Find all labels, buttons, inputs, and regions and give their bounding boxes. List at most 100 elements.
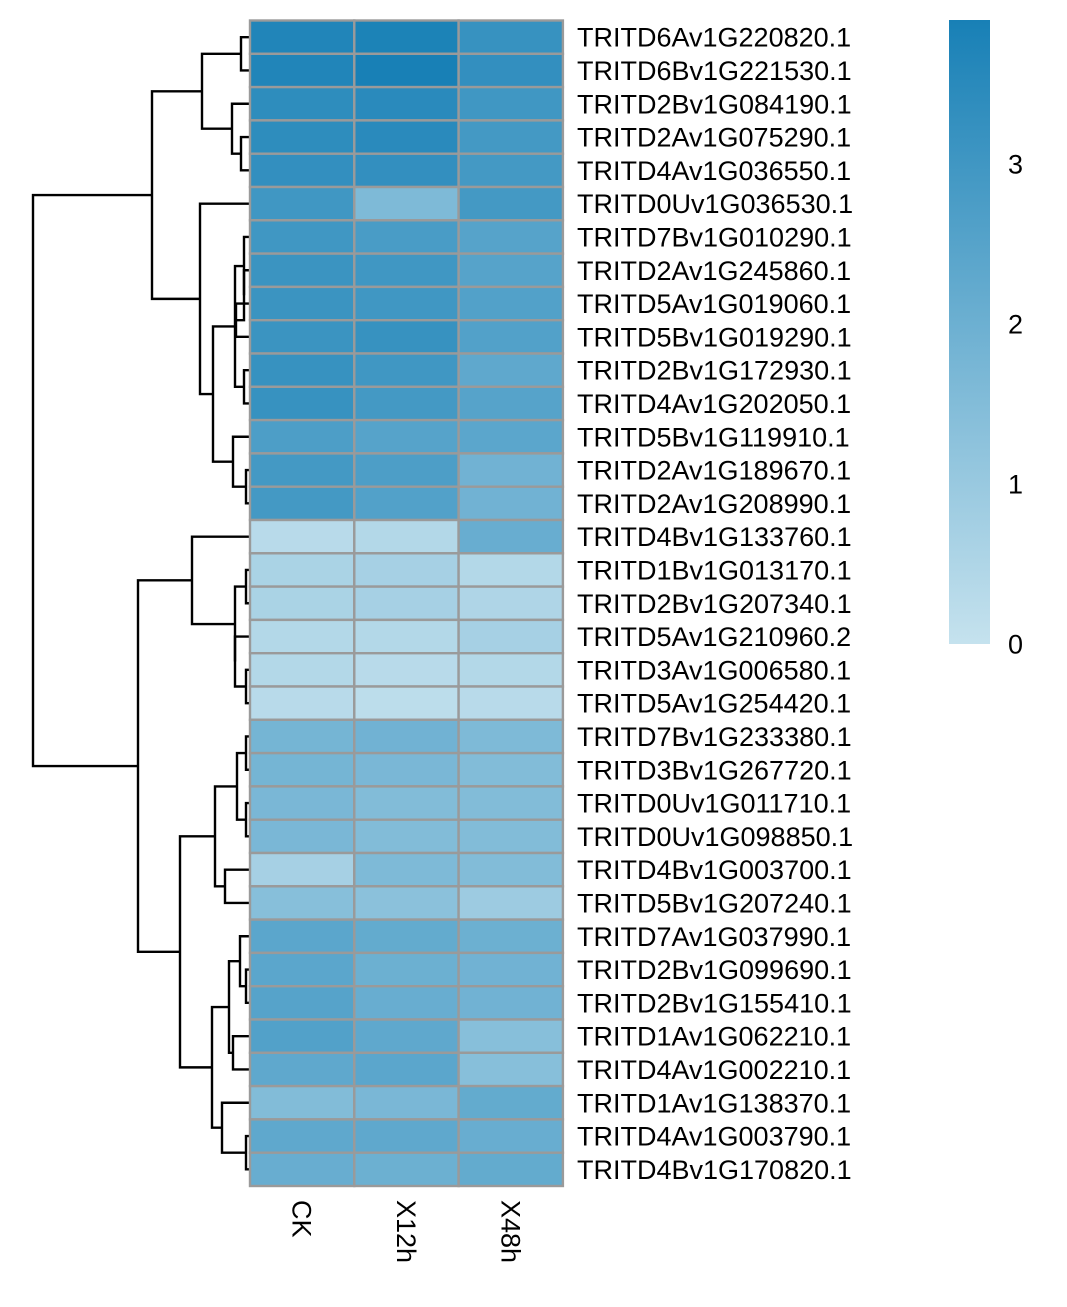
heatmap-cell — [353, 185, 460, 222]
row-label: TRITD7Bv1G233380.1 — [577, 722, 852, 752]
row-label: TRITD5Av1G254420.1 — [577, 689, 851, 719]
heatmap-cell — [353, 418, 460, 455]
dendrogram-branch — [235, 751, 246, 821]
dendrogram-branch — [227, 960, 240, 1054]
heatmap-cell — [248, 885, 356, 921]
row-label: TRITD5Bv1G207240.1 — [577, 888, 852, 918]
heatmap-cell — [353, 818, 460, 855]
heatmap-cell — [353, 152, 460, 189]
dendrogram-branch — [239, 135, 250, 172]
heatmap-cell — [353, 585, 460, 622]
heatmap-cell — [353, 385, 460, 422]
row-label: TRITD5Bv1G119910.1 — [577, 422, 850, 452]
dendrogram-branch — [242, 235, 250, 296]
heatmap-cell — [353, 985, 460, 1021]
row-label: TRITD5Av1G210960.2 — [577, 622, 851, 652]
heatmap-cell — [457, 618, 565, 655]
heatmap-cell — [248, 352, 356, 388]
heatmap-cell — [457, 119, 565, 155]
row-label: TRITD3Av1G006580.1 — [577, 655, 851, 685]
column-label: CK — [287, 1200, 317, 1238]
heatmap-cell — [457, 918, 565, 955]
heatmap-cell — [248, 119, 356, 155]
heatmap-cell — [353, 918, 460, 955]
dendrogram-branch — [136, 579, 192, 954]
heatmap-cell — [353, 319, 460, 355]
heatmap-cell — [248, 552, 356, 588]
row-label: TRITD4Av1G036550.1 — [577, 156, 851, 186]
heatmap-cell — [457, 1084, 565, 1121]
heatmap-cell — [457, 52, 565, 89]
heatmap-cell — [353, 685, 460, 721]
heatmap-cell — [457, 1051, 565, 1088]
heatmap-cell — [248, 785, 356, 821]
row-label: TRITD2Av1G208990.1 — [577, 489, 851, 519]
heatmap-cell — [457, 751, 565, 788]
heatmap-cell — [353, 1151, 460, 1188]
row-label: TRITD7Bv1G010290.1 — [577, 222, 852, 252]
heatmap-cell — [248, 585, 356, 622]
heatmap-cell — [457, 1151, 565, 1188]
row-label: TRITD2Bv1G099690.1 — [577, 955, 852, 985]
row-label: TRITD0Uv1G011710.1 — [577, 789, 851, 819]
legend-ticks: 0 1 2 3 — [1008, 150, 1023, 660]
heatmap-cell — [457, 185, 565, 222]
row-label: TRITD2Bv1G172930.1 — [577, 356, 852, 386]
row-label: TRITD2Av1G189670.1 — [577, 456, 851, 486]
column-label: X48h — [495, 1200, 525, 1263]
dendrogram-branch — [223, 868, 250, 905]
row-label: TRITD6Bv1G221530.1 — [577, 56, 852, 86]
heatmap-cell — [457, 385, 565, 422]
heatmap-cell — [353, 1118, 460, 1154]
row-label: TRITD2Bv1G155410.1 — [577, 988, 852, 1018]
row-label: TRITD2Av1G245860.1 — [577, 256, 851, 286]
heatmap-cell — [353, 785, 460, 821]
heatmap-cell — [248, 818, 356, 855]
heatmap-cell — [457, 452, 565, 488]
row-label: TRITD1Av1G062210.1 — [577, 1022, 851, 1052]
heatmap-cell — [248, 718, 356, 755]
heatmap-cell — [457, 951, 565, 988]
heatmap-cell — [248, 652, 356, 688]
heatmap-cell — [248, 851, 356, 888]
dendrogram-branch — [239, 35, 250, 72]
heatmap-cell — [353, 618, 460, 655]
heatmap-cell — [248, 485, 356, 522]
heatmap-cell — [457, 885, 565, 921]
heatmap-cell — [457, 1018, 565, 1054]
row-dendrogram — [31, 35, 250, 1171]
dendrogram-branch — [31, 193, 152, 768]
heatmap-cell — [248, 452, 356, 488]
dendrogram-branch — [231, 1034, 250, 1071]
heatmap-cell — [457, 19, 565, 55]
dendrogram-branch — [233, 635, 250, 688]
heatmap-cell — [353, 252, 460, 289]
row-label: TRITD5Bv1G019290.1 — [577, 322, 852, 352]
heatmap-cell — [457, 285, 565, 322]
heatmap-cell — [248, 1018, 356, 1054]
heatmap-cell — [353, 52, 460, 89]
column-label: X12h — [391, 1200, 421, 1263]
heatmap-cell — [457, 585, 565, 622]
heatmap-cell — [353, 885, 460, 921]
row-label: TRITD4Av1G003790.1 — [577, 1122, 851, 1152]
heatmap-cell — [353, 1084, 460, 1121]
column-labels: CK X12h X48h — [287, 1200, 526, 1263]
heatmap-cell — [248, 1051, 356, 1088]
row-label: TRITD5Av1G019060.1 — [577, 289, 851, 319]
heatmap-cell — [457, 518, 565, 555]
heatmap-cell — [248, 618, 356, 655]
heatmap-cells — [248, 19, 565, 1188]
heatmap-cell — [248, 951, 356, 988]
heatmap-cell — [353, 1018, 460, 1054]
heatmap-cell — [248, 385, 356, 422]
dendrogram-branch — [178, 835, 215, 1069]
heatmap-cell — [353, 518, 460, 555]
heatmap-cell — [353, 19, 460, 55]
dendrogram-branch — [211, 325, 235, 463]
heatmap-cell — [457, 818, 565, 855]
dendrogram-branch — [233, 585, 246, 662]
dendrogram-branch — [200, 52, 241, 130]
row-label: TRITD3Bv1G267720.1 — [577, 755, 852, 785]
